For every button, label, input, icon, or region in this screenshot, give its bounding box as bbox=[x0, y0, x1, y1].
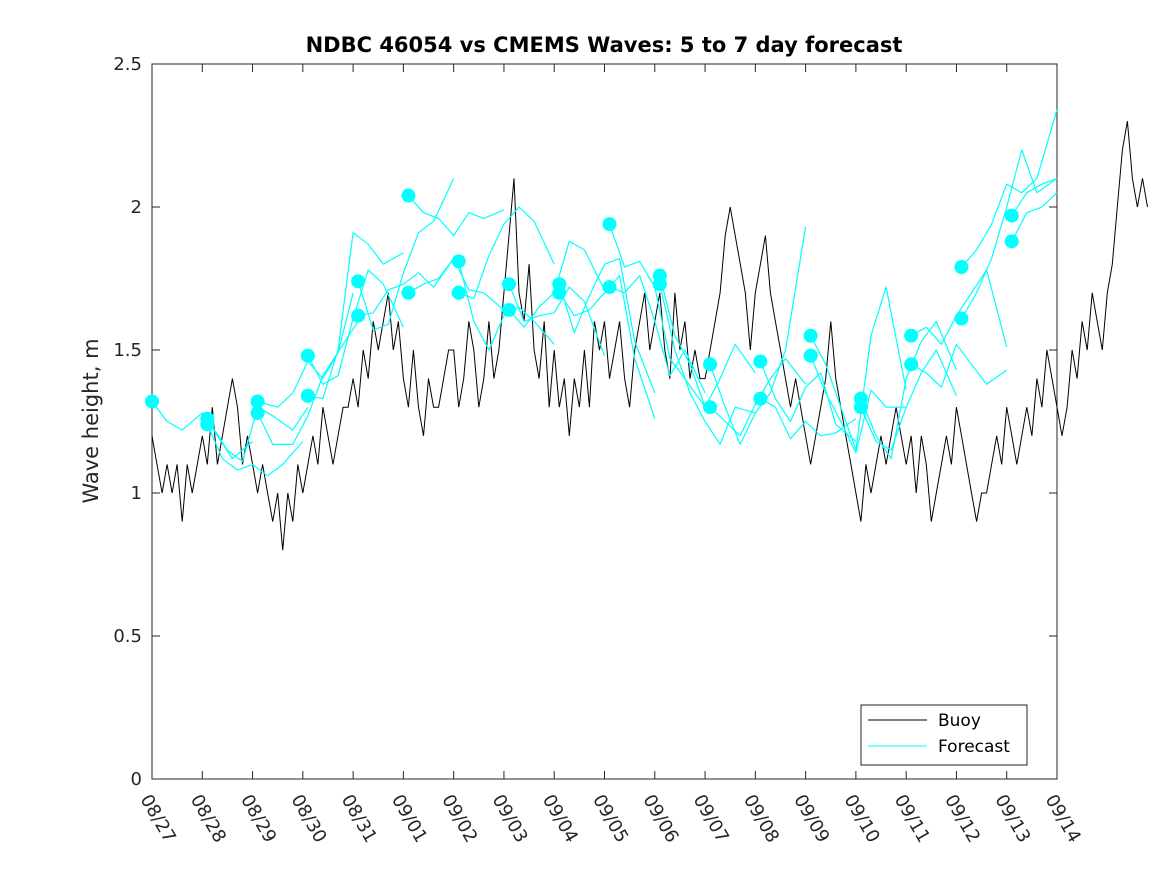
forecast-line-13 bbox=[458, 206, 555, 300]
forecast-start-point-4 bbox=[250, 394, 265, 409]
forecast-start-point-8 bbox=[351, 274, 366, 289]
forecast-start-point-33 bbox=[954, 311, 969, 326]
forecast-line-22 bbox=[709, 226, 807, 445]
forecast-line-25 bbox=[760, 398, 857, 440]
forecast-line-16 bbox=[558, 257, 656, 394]
y-axis-label: Wave height, m bbox=[79, 338, 103, 503]
forecast-line-21 bbox=[659, 284, 756, 445]
forecast-start-point-10 bbox=[401, 188, 416, 203]
forecast-line-24 bbox=[759, 361, 857, 442]
y-tick-label: 2 bbox=[131, 197, 142, 218]
forecast-line-1 bbox=[151, 401, 253, 460]
forecast-start-point-5 bbox=[250, 405, 265, 420]
legend-forecast-label: Forecast bbox=[938, 737, 1010, 757]
forecast-start-point-11 bbox=[401, 285, 416, 300]
forecast-start-point-30 bbox=[904, 328, 919, 343]
forecast-line-27 bbox=[810, 355, 907, 454]
forecast-line-34 bbox=[1011, 177, 1058, 216]
forecast-line-9 bbox=[357, 258, 455, 317]
forecast-line-28 bbox=[860, 320, 957, 460]
forecast-start-point-21 bbox=[652, 277, 667, 292]
forecast-start-point-19 bbox=[602, 280, 617, 295]
forecast-start-point-24 bbox=[753, 354, 768, 369]
forecast-line-33 bbox=[960, 149, 1058, 319]
forecast-start-point-18 bbox=[602, 217, 617, 232]
forecast-start-point-12 bbox=[451, 254, 466, 269]
forecast-line-23 bbox=[709, 358, 807, 437]
legend-box bbox=[860, 704, 1028, 766]
y-tick-label: 0.5 bbox=[113, 626, 142, 647]
legend-buoy-label: Buoy bbox=[938, 711, 981, 731]
y-tick-label: 2.5 bbox=[113, 54, 142, 75]
forecast-start-point-29 bbox=[853, 400, 868, 415]
forecast-line-19 bbox=[609, 275, 706, 394]
forecast-line-32 bbox=[961, 109, 1058, 268]
forecast-line-35 bbox=[1011, 192, 1058, 242]
forecast-line-12 bbox=[458, 261, 555, 351]
forecast-start-point-32 bbox=[954, 260, 969, 275]
forecast-start-point-3 bbox=[200, 411, 215, 426]
forecast-line-31 bbox=[910, 343, 1008, 388]
y-tick-label: 0 bbox=[131, 769, 142, 790]
plot-area bbox=[151, 63, 1058, 780]
forecast-line-2 bbox=[206, 424, 304, 477]
forecast-start-point-6 bbox=[300, 348, 315, 363]
y-tick-label: 1 bbox=[131, 483, 142, 504]
forecast-line-8 bbox=[357, 178, 455, 331]
forecast-start-point-26 bbox=[803, 328, 818, 343]
forecast-start-point-27 bbox=[803, 348, 818, 363]
forecast-start-point-23 bbox=[703, 400, 718, 415]
legend: Buoy Forecast bbox=[860, 704, 1028, 766]
forecast-start-point-25 bbox=[753, 391, 768, 406]
forecast-line-5 bbox=[257, 321, 359, 445]
buoy-line bbox=[151, 121, 1148, 551]
y-tick-label: 1.5 bbox=[113, 340, 142, 361]
forecast-start-point-1 bbox=[145, 394, 159, 409]
forecast-line-26 bbox=[810, 286, 907, 451]
forecast-start-point-35 bbox=[1004, 234, 1019, 249]
chart-title: NDBC 46054 vs CMEMS Waves: 5 to 7 day fo… bbox=[306, 33, 903, 57]
forecast-line-7 bbox=[307, 232, 404, 400]
forecast-start-point-14 bbox=[501, 277, 516, 292]
forecast-line-17 bbox=[558, 275, 656, 419]
forecast-start-point-22 bbox=[703, 357, 718, 372]
y-axis: 0 0.5 1 1.5 2 2.5 bbox=[113, 54, 1057, 790]
forecast-start-point-13 bbox=[451, 285, 466, 300]
forecast-start-point-17 bbox=[552, 285, 567, 300]
forecast-start-point-34 bbox=[1004, 208, 1019, 223]
forecast-start-point-31 bbox=[904, 357, 919, 372]
forecast-line-10 bbox=[407, 195, 505, 237]
forecast-start-point-9 bbox=[351, 308, 366, 323]
forecast-start-point-15 bbox=[501, 302, 516, 317]
forecast-line-29 bbox=[860, 349, 957, 451]
series-layer bbox=[145, 109, 1148, 551]
forecast-line-14 bbox=[508, 283, 606, 356]
forecast-start-point-7 bbox=[300, 388, 315, 403]
